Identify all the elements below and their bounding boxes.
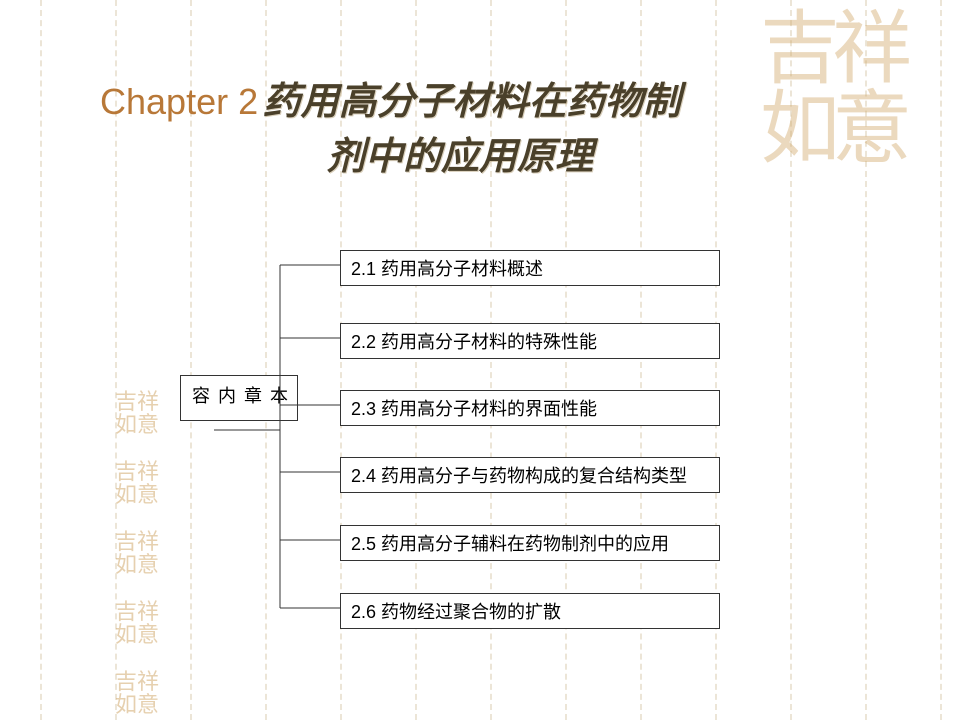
toc-item: 2.3 药用高分子材料的界面性能 xyxy=(340,390,720,426)
chapter-title-block: Chapter 2 药用高分子材料在药物制 剂中的应用原理 xyxy=(100,70,860,180)
seal-ornament-small: 吉祥如意 xyxy=(115,390,175,436)
toc-item: 2.1 药用高分子材料概述 xyxy=(340,250,720,286)
toc-root-box: 本章内容 xyxy=(180,375,298,421)
chapter-label: Chapter 2 xyxy=(100,81,258,122)
chapter-title-line2: 剂中的应用原理 xyxy=(60,125,860,180)
toc-item: 2.4 药用高分子与药物构成的复合结构类型 xyxy=(340,457,720,493)
seal-ornament-small: 吉祥如意 xyxy=(115,670,175,716)
toc-item: 2.5 药用高分子辅料在药物制剂中的应用 xyxy=(340,525,720,561)
chapter-title-line1: 药用高分子材料在药物制 xyxy=(263,81,681,123)
seal-ornament-small: 吉祥如意 xyxy=(115,460,175,506)
toc-item: 2.6 药物经过聚合物的扩散 xyxy=(340,593,720,629)
seal-ornament-small: 吉祥如意 xyxy=(115,600,175,646)
toc-item: 2.2 药用高分子材料的特殊性能 xyxy=(340,323,720,359)
seal-ornament-small: 吉祥如意 xyxy=(115,530,175,576)
